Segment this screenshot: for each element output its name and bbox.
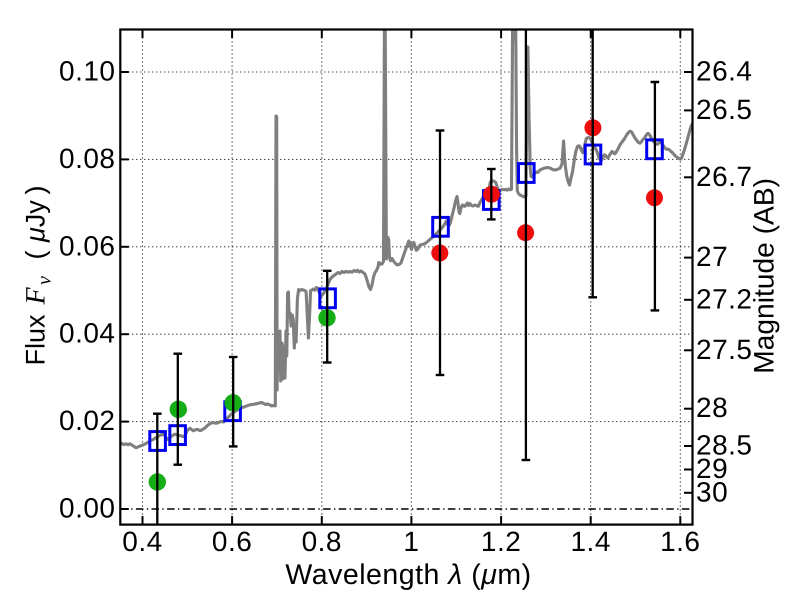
svg-text:0.00: 0.00 (59, 493, 116, 524)
svg-text:(: ( (21, 251, 51, 260)
svg-text:26.5: 26.5 (696, 94, 753, 125)
svg-text:28.5: 28.5 (696, 430, 753, 461)
svg-text:μJy: μJy (21, 200, 51, 243)
svg-text:26.7: 26.7 (696, 161, 753, 192)
svg-text:1.6: 1.6 (660, 526, 700, 557)
svg-text:27: 27 (696, 241, 728, 272)
svg-text:Magnitude (AB): Magnitude (AB) (748, 178, 780, 374)
svg-text:0.04: 0.04 (59, 318, 116, 349)
svg-text:1: 1 (403, 526, 419, 557)
svg-text:Flux: Flux (21, 314, 51, 366)
svg-text:): ) (21, 186, 51, 195)
svg-text:1.2: 1.2 (481, 526, 521, 557)
svg-text:0.02: 0.02 (59, 405, 116, 436)
svg-text:0.08: 0.08 (59, 143, 116, 174)
svg-text:Wavelength λ (μm): Wavelength λ (μm) (285, 559, 531, 591)
svg-text:0.6: 0.6 (212, 526, 252, 557)
svg-text:28: 28 (696, 392, 728, 423)
svg-text:ν: ν (34, 276, 56, 285)
svg-text:1.4: 1.4 (570, 526, 610, 557)
svg-text:29: 29 (696, 453, 728, 484)
svg-text:F: F (21, 287, 52, 306)
svg-text:27.5: 27.5 (696, 334, 753, 365)
svg-text:26.4: 26.4 (696, 56, 753, 87)
svg-text:30: 30 (696, 476, 728, 507)
svg-text:0.06: 0.06 (59, 230, 116, 261)
svg-text:0.4: 0.4 (122, 526, 162, 557)
svg-text:0.10: 0.10 (59, 56, 116, 87)
svg-text:0.8: 0.8 (302, 526, 342, 557)
svg-text:27.2: 27.2 (696, 283, 753, 314)
